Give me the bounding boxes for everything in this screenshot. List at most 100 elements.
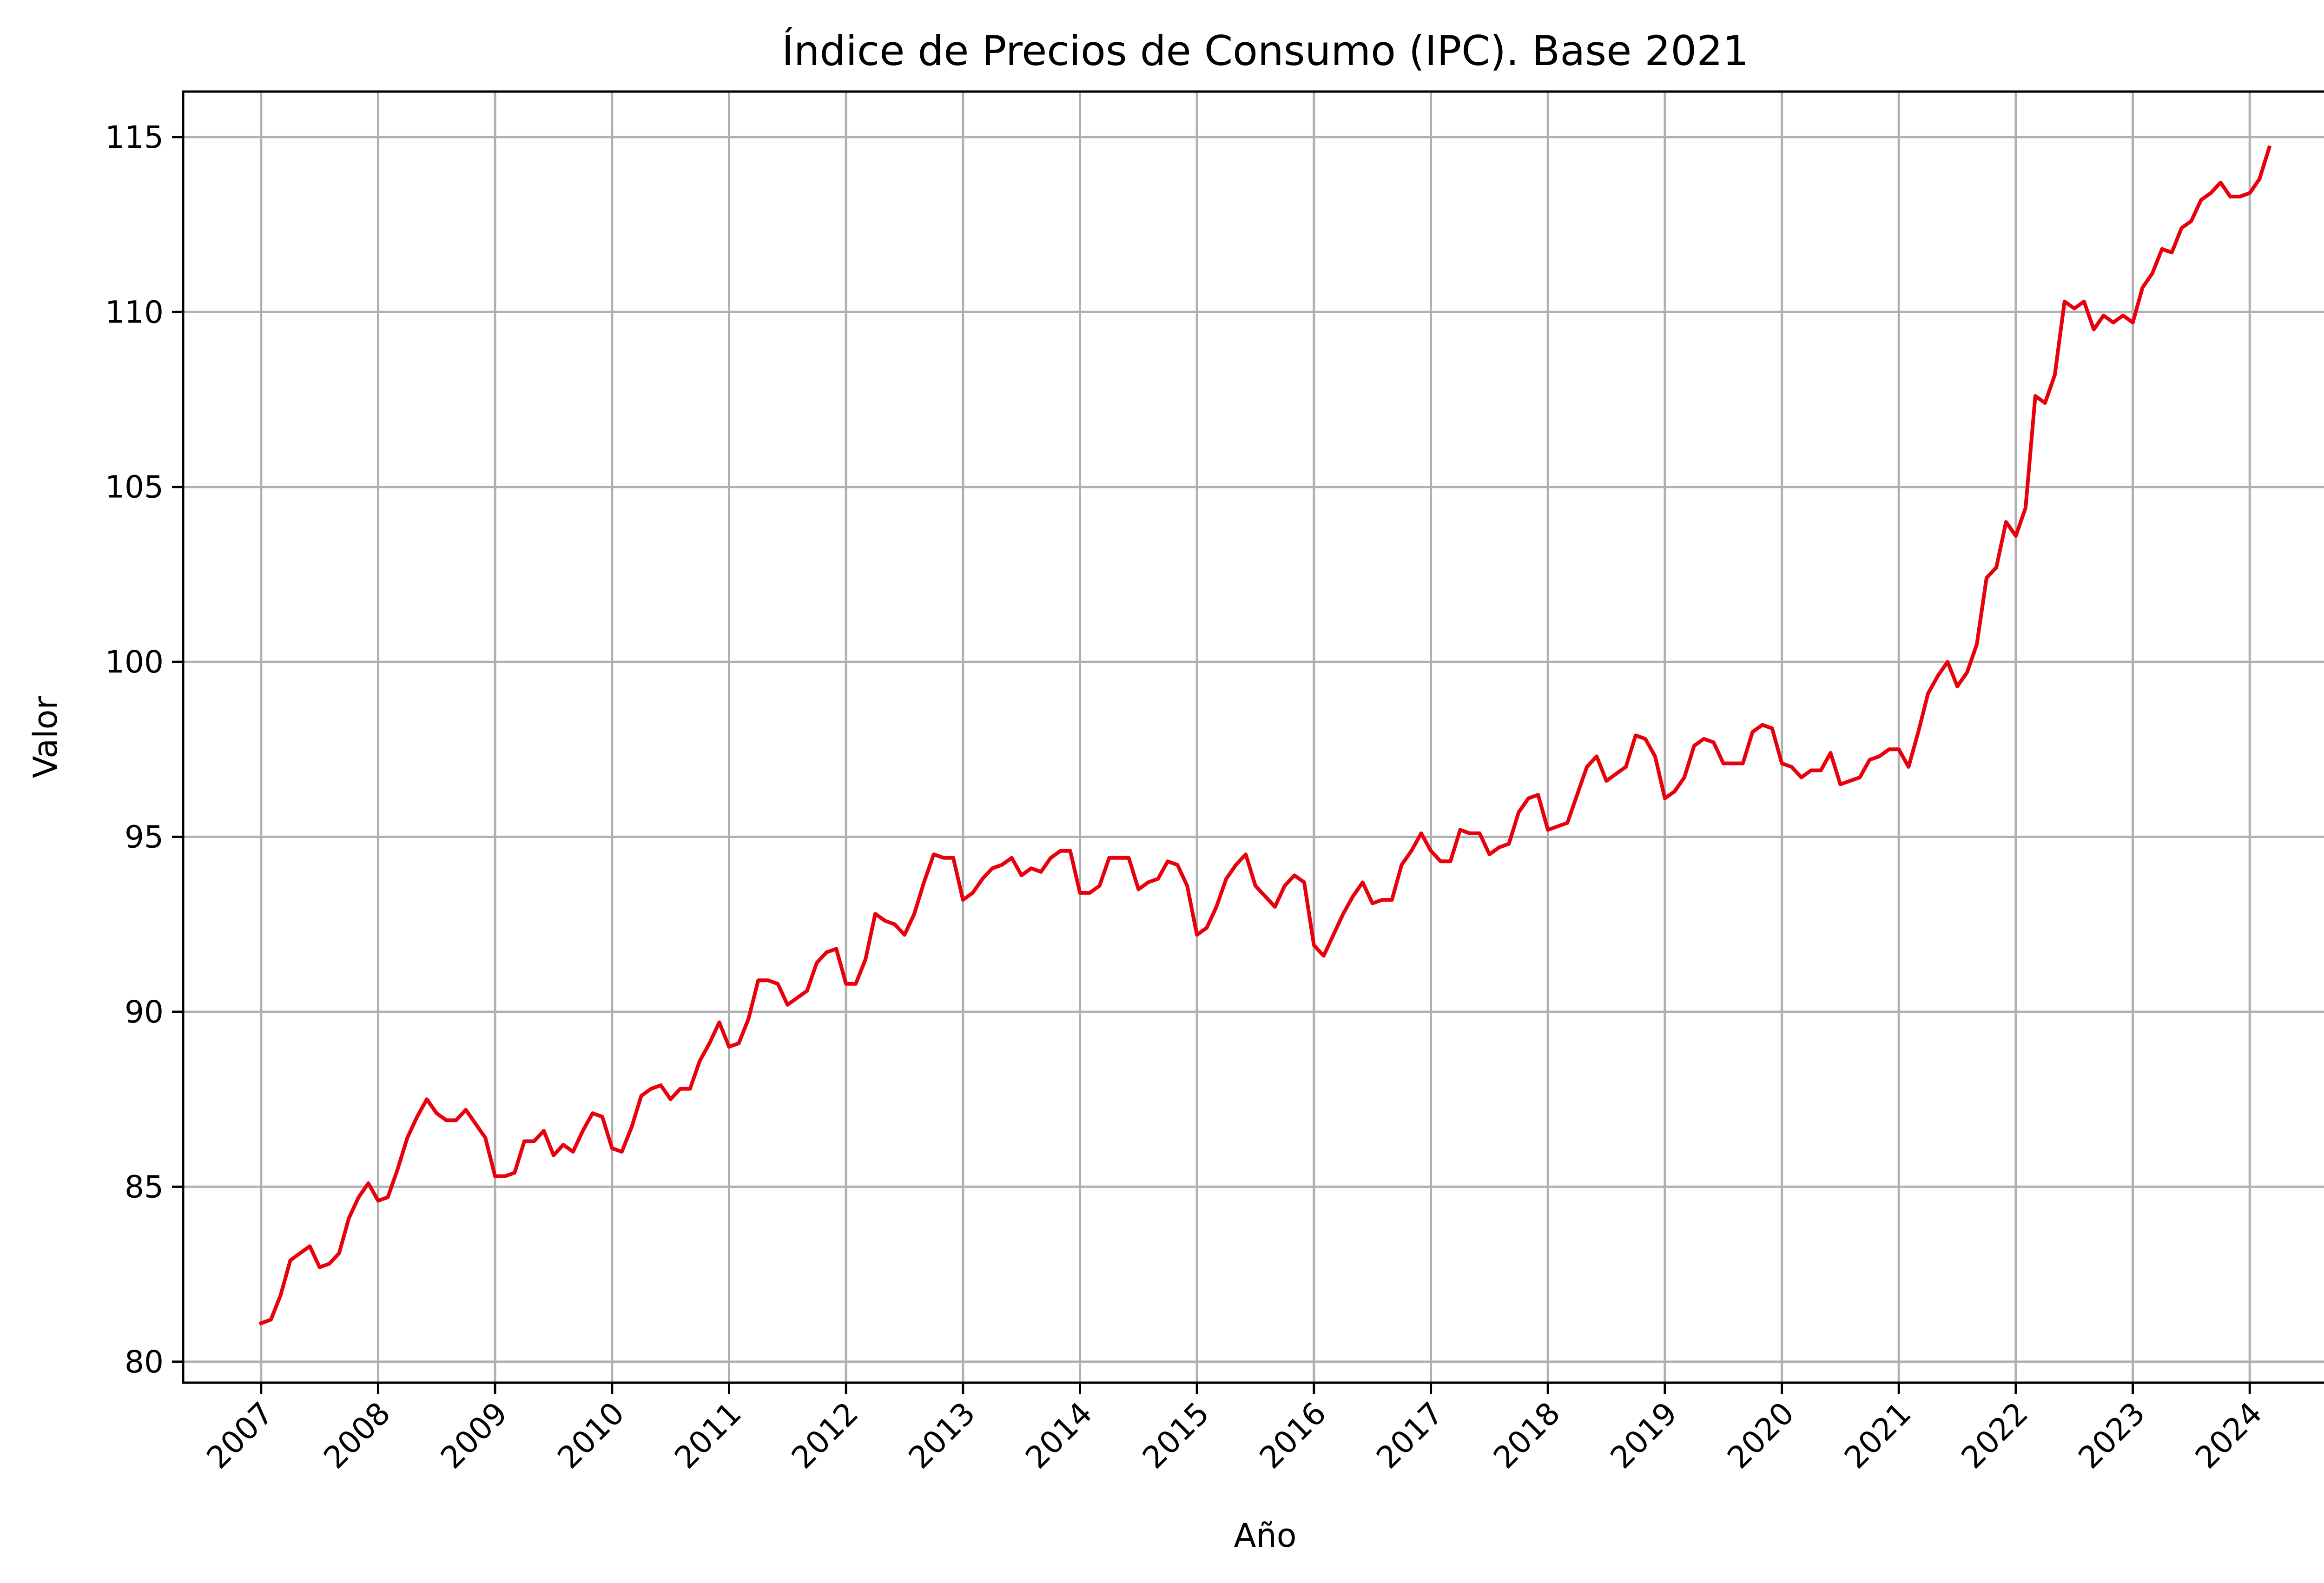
y-tick-label: 115 [105, 119, 164, 155]
data-point [854, 982, 858, 986]
y-tick-label: 85 [125, 1169, 164, 1205]
x-tick-label: 2021 [1837, 1395, 1918, 1476]
data-point [805, 989, 809, 993]
data-point [1069, 849, 1072, 853]
data-point [1673, 790, 1677, 793]
x-tick-label: 2024 [2188, 1395, 2269, 1476]
x-tick-label: 2016 [1253, 1395, 1333, 1476]
data-point [444, 1118, 448, 1122]
data-point [2141, 286, 2145, 290]
data-point [376, 1199, 380, 1203]
data-point [1039, 870, 1043, 874]
data-point [1224, 877, 1228, 881]
data-point [864, 957, 867, 961]
data-point [1887, 747, 1891, 751]
data-point [1936, 674, 1940, 678]
data-point [688, 1087, 692, 1091]
data-point [415, 1115, 419, 1119]
data-point [269, 1318, 273, 1322]
y-tick-label: 90 [125, 994, 164, 1030]
data-point [786, 1003, 789, 1007]
data-point [1332, 933, 1335, 937]
data-point [2180, 226, 2184, 230]
data-point [1809, 769, 1813, 772]
data-point [1341, 912, 1345, 916]
data-point [2258, 177, 2261, 181]
x-tick-label: 2007 [200, 1395, 280, 1476]
x-tick-label: 2017 [1370, 1395, 1450, 1476]
data-point [737, 1042, 741, 1045]
data-point [1507, 842, 1511, 846]
data-point [1400, 863, 1404, 867]
data-point [1185, 884, 1189, 888]
data-point [1965, 671, 1969, 674]
data-point [2112, 321, 2115, 324]
data-point [922, 880, 926, 884]
data-point [425, 1097, 429, 1101]
data-point [474, 1122, 477, 1126]
data-point [1624, 765, 1628, 769]
data-point [289, 1259, 292, 1262]
x-tick-label: 2011 [668, 1395, 748, 1476]
data-point [483, 1136, 487, 1140]
data-point [405, 1136, 409, 1140]
data-point [1205, 926, 1208, 930]
data-point [1595, 754, 1598, 758]
data-point [493, 1174, 497, 1178]
data-point [795, 996, 799, 1000]
data-point [1731, 762, 1735, 765]
data-point [601, 1115, 604, 1119]
data-point [1683, 776, 1686, 779]
data-point [620, 1150, 624, 1154]
data-point [1926, 692, 1930, 695]
data-point [1975, 643, 1979, 646]
plot-area [258, 145, 2272, 1326]
data-point [1390, 898, 1394, 902]
data-point [1487, 852, 1491, 856]
data-point [1107, 856, 1111, 860]
x-axis-label: Año [1234, 1517, 1296, 1555]
x-axis: 2007 2008 2009 2010 2011 2012 2013 2014 2015 2016… [200, 1383, 2269, 1476]
y-tick-label: 105 [105, 469, 164, 505]
data-point [1829, 751, 1832, 755]
x-tick-label: 2023 [2072, 1395, 2152, 1476]
data-point [2004, 520, 2008, 524]
data-point [1049, 856, 1053, 860]
data-point [698, 1059, 702, 1062]
data-point [1819, 769, 1823, 772]
data-point [347, 1216, 351, 1220]
data-point [1195, 933, 1199, 937]
data-point [1634, 733, 1637, 737]
data-point [903, 933, 906, 937]
data-point [942, 856, 945, 860]
x-tick-label: 2018 [1486, 1395, 1567, 1476]
data-point [1459, 828, 1462, 832]
data-point [1985, 576, 1988, 580]
data-point [1761, 723, 1764, 727]
data-point [2073, 307, 2076, 310]
data-point [337, 1251, 341, 1255]
data-point [1712, 740, 1716, 744]
x-tick-label: 2022 [1954, 1395, 2035, 1476]
y-tick-label: 80 [125, 1344, 164, 1380]
data-point [1790, 765, 1794, 769]
data-point [542, 1129, 546, 1133]
data-point [2121, 314, 2125, 317]
data-point [727, 1045, 731, 1049]
data-point [1419, 831, 1423, 835]
data-point [1517, 811, 1520, 814]
data-point [1380, 898, 1384, 902]
data-point [1848, 779, 1852, 783]
data-point [2228, 195, 2232, 198]
y-axis: 80 85 90 95 100 105 110 115 [105, 119, 183, 1380]
data-point [386, 1195, 390, 1199]
data-point [503, 1174, 507, 1178]
data-point [1994, 566, 1998, 569]
data-point [581, 1129, 585, 1133]
data-point [1877, 754, 1881, 758]
data-point [1897, 747, 1901, 751]
data-point [1468, 831, 1472, 835]
data-point [844, 982, 848, 986]
data-point [1916, 730, 1920, 734]
